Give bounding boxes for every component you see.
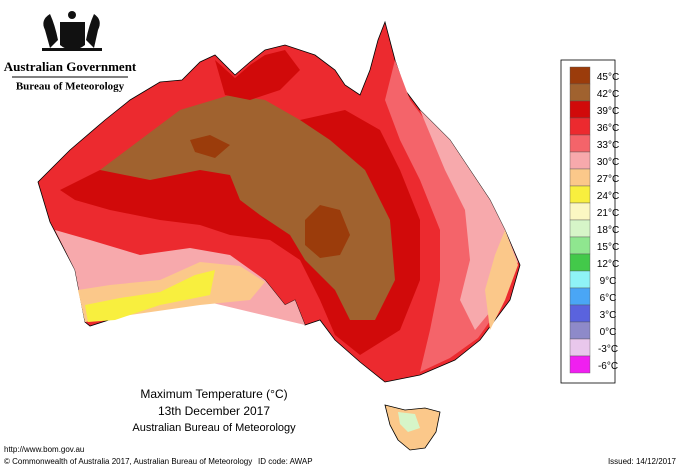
- legend-label: -3°C: [598, 344, 618, 355]
- legend-swatch: [569, 219, 591, 238]
- legend-label: 33°C: [597, 140, 619, 151]
- legend-swatch: [569, 185, 591, 204]
- legend-swatch: [569, 253, 591, 272]
- legend-swatch: [569, 100, 591, 119]
- legend-label: 42°C: [597, 89, 619, 100]
- bureau-name: Bureau of Meteorology: [16, 81, 125, 93]
- legend-label: 3°C: [600, 310, 617, 321]
- legend-label: 24°C: [597, 191, 619, 202]
- footer-id: ID code: AWAP: [258, 457, 313, 466]
- legend-swatch: [569, 151, 591, 170]
- legend-label: 36°C: [597, 123, 619, 134]
- legend-label: 45°C: [597, 72, 619, 83]
- footer-copyright: © Commonwealth of Australia 2017, Austra…: [4, 457, 252, 466]
- legend-swatch: [569, 202, 591, 221]
- australia-map: [37, 20, 521, 451]
- legend: 45°C 42°C 39°C 36°C 33°C 30°C 27°C 24°C 21°C 18°C…: [569, 66, 619, 374]
- legend-swatch: [569, 270, 591, 289]
- legend-swatch: [569, 355, 591, 374]
- legend-label: 15°C: [597, 242, 619, 253]
- map-title: Maximum Temperature (°C): [140, 387, 287, 401]
- legend-label: 27°C: [597, 174, 619, 185]
- footer-url: http://www.bom.gov.au: [4, 445, 84, 454]
- legend-swatch: [569, 117, 591, 136]
- org-name: Australian Government: [4, 59, 137, 74]
- map-date: 13th December 2017: [158, 404, 270, 418]
- legend-swatch: [569, 304, 591, 323]
- legend-label: 30°C: [597, 157, 619, 168]
- legend-swatch: [569, 168, 591, 187]
- map-source: Australian Bureau of Meteorology: [132, 422, 296, 434]
- legend-label: 9°C: [600, 276, 617, 287]
- legend-swatch: [569, 338, 591, 357]
- legend-swatch: [569, 321, 591, 340]
- legend-label: 39°C: [597, 106, 619, 117]
- legend-label: 18°C: [597, 225, 619, 236]
- crest: [42, 11, 102, 51]
- legend-swatch: [569, 66, 591, 85]
- legend-swatch: [569, 236, 591, 255]
- legend-label: 21°C: [597, 208, 619, 219]
- legend-label: 6°C: [600, 293, 617, 304]
- legend-label: 12°C: [597, 259, 619, 270]
- legend-label: -6°C: [598, 361, 618, 372]
- legend-swatch: [569, 134, 591, 153]
- legend-swatch: [569, 287, 591, 306]
- legend-label: 0°C: [600, 327, 617, 338]
- legend-swatch: [569, 83, 591, 102]
- footer-issued: Issued: 14/12/2017: [608, 457, 677, 466]
